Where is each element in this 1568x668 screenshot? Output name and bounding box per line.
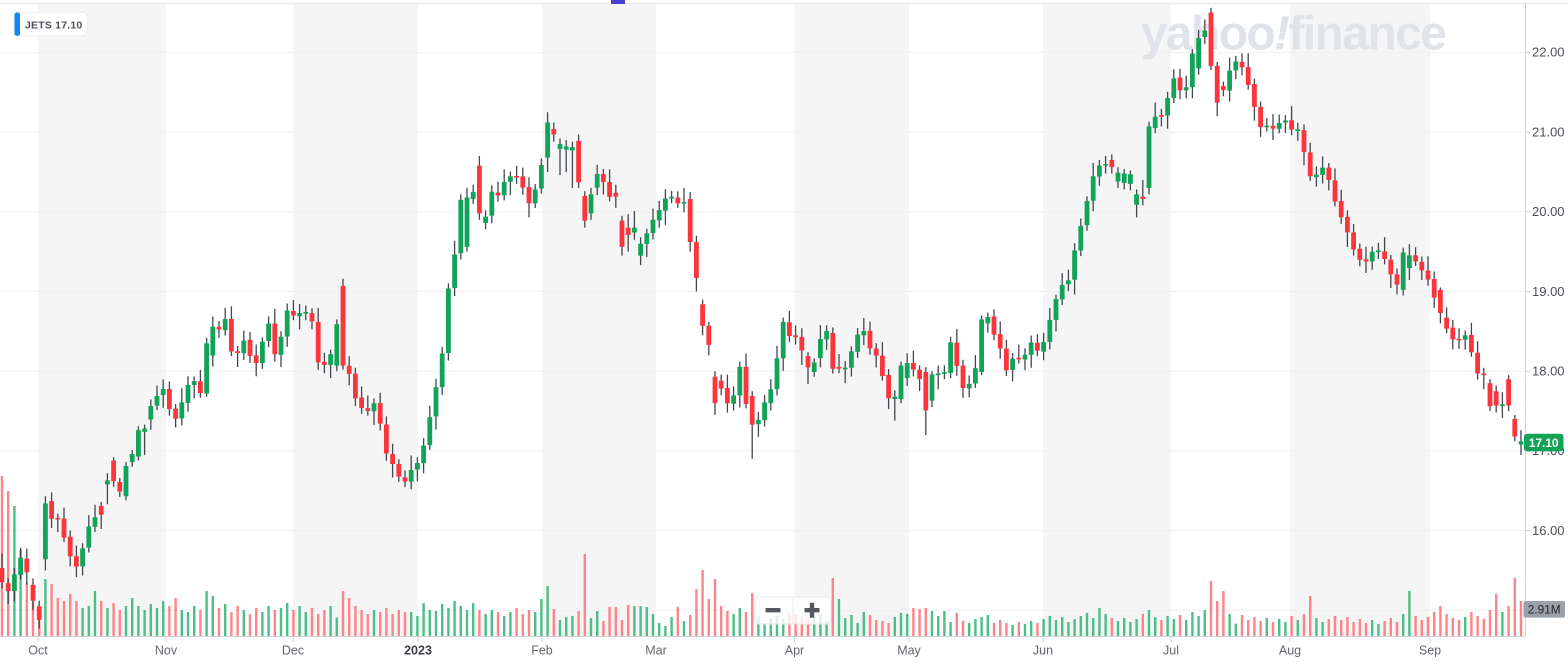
svg-text:Dec: Dec	[282, 644, 304, 658]
svg-text:Feb: Feb	[531, 644, 553, 658]
svg-text:Oct: Oct	[28, 644, 48, 658]
svg-text:Nov: Nov	[155, 644, 178, 658]
svg-text:16.00: 16.00	[1532, 523, 1565, 538]
svg-text:yahoo!finance: yahoo!finance	[1141, 8, 1447, 61]
svg-text:Aug: Aug	[1279, 644, 1301, 658]
svg-text:Mar: Mar	[645, 644, 667, 658]
svg-text:22.00: 22.00	[1532, 45, 1565, 60]
svg-text:20.00: 20.00	[1532, 204, 1565, 219]
svg-text:JETS 17.10: JETS 17.10	[25, 20, 82, 32]
svg-text:2.91M: 2.91M	[1528, 603, 1561, 617]
svg-text:18.00: 18.00	[1532, 364, 1565, 379]
svg-text:17.10: 17.10	[1529, 436, 1559, 450]
svg-text:19.00: 19.00	[1532, 284, 1565, 299]
svg-text:2023: 2023	[404, 644, 432, 658]
svg-text:May: May	[897, 644, 921, 658]
svg-text:Apr: Apr	[785, 644, 804, 658]
svg-text:Jul: Jul	[1163, 644, 1179, 658]
svg-text:Sep: Sep	[1419, 644, 1441, 658]
svg-text:21.00: 21.00	[1532, 124, 1565, 139]
svg-text:Jun: Jun	[1033, 644, 1053, 658]
